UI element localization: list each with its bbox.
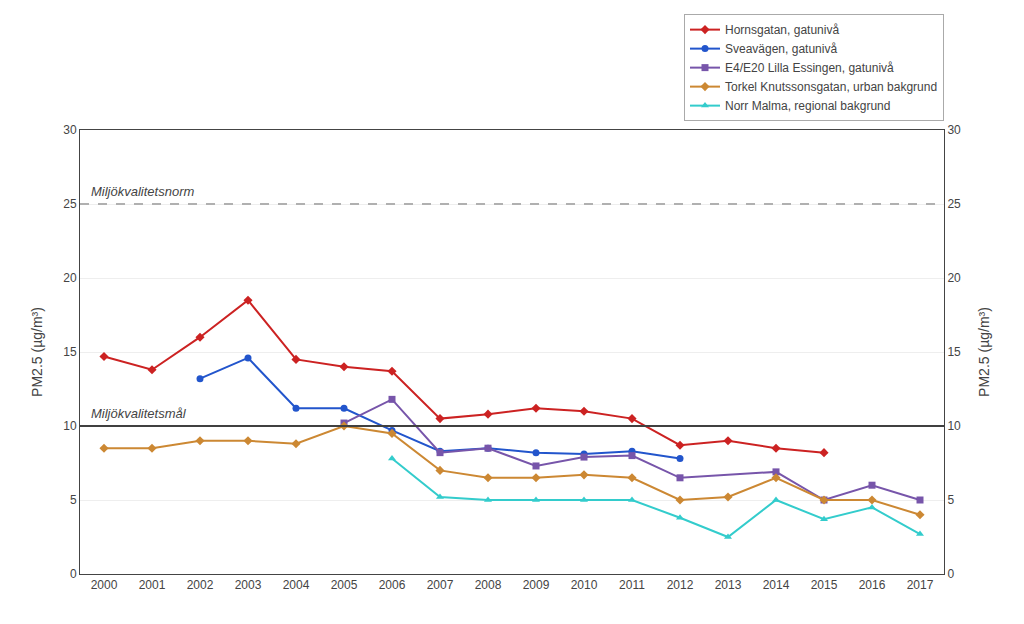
svg-text:20: 20 (947, 271, 961, 285)
svg-text:5: 5 (947, 493, 954, 507)
svg-text:PM2.5 (µg/m³): PM2.5 (µg/m³) (29, 307, 45, 397)
svg-text:2014: 2014 (763, 578, 790, 592)
svg-text:2006: 2006 (379, 578, 406, 592)
svg-text:2004: 2004 (283, 578, 310, 592)
svg-text:2017: 2017 (907, 578, 934, 592)
svg-text:5: 5 (70, 493, 77, 507)
svg-text:2012: 2012 (667, 578, 694, 592)
svg-text:2015: 2015 (811, 578, 838, 592)
svg-text:30: 30 (63, 123, 77, 137)
svg-text:2016: 2016 (859, 578, 886, 592)
svg-text:PM2.5 (µg/m³): PM2.5 (µg/m³) (976, 307, 992, 397)
svg-text:Norr Malma, regional bakgrund: Norr Malma, regional bakgrund (725, 99, 890, 113)
svg-text:2008: 2008 (475, 578, 502, 592)
svg-text:2002: 2002 (187, 578, 214, 592)
svg-text:2011: 2011 (619, 578, 645, 592)
svg-text:0: 0 (70, 567, 77, 581)
svg-text:2005: 2005 (331, 578, 358, 592)
svg-text:30: 30 (947, 123, 961, 137)
svg-text:10: 10 (63, 419, 77, 433)
svg-text:Miljökvalitetsnorm: Miljökvalitetsnorm (91, 184, 194, 199)
svg-text:Torkel Knutssonsgatan, urban b: Torkel Knutssonsgatan, urban bakgrund (725, 80, 937, 94)
svg-text:Hornsgatan, gatunivå: Hornsgatan, gatunivå (725, 23, 839, 37)
svg-text:0: 0 (947, 567, 954, 581)
svg-text:Miljökvalitetsmål: Miljökvalitetsmål (91, 406, 187, 421)
svg-text:20: 20 (63, 271, 77, 285)
svg-text:E4/E20 Lilla Essingen, gatuniv: E4/E20 Lilla Essingen, gatunivå (725, 61, 894, 75)
svg-text:25: 25 (63, 197, 77, 211)
svg-text:Sveavägen, gatunivå: Sveavägen, gatunivå (725, 42, 837, 56)
svg-text:2007: 2007 (427, 578, 454, 592)
svg-text:10: 10 (947, 419, 961, 433)
svg-text:2003: 2003 (235, 578, 262, 592)
svg-text:2010: 2010 (571, 578, 598, 592)
svg-text:2013: 2013 (715, 578, 742, 592)
svg-text:15: 15 (947, 345, 961, 359)
svg-text:15: 15 (63, 345, 77, 359)
svg-text:2009: 2009 (523, 578, 550, 592)
svg-text:2000: 2000 (91, 578, 118, 592)
svg-text:25: 25 (947, 197, 961, 211)
svg-text:2001: 2001 (139, 578, 166, 592)
